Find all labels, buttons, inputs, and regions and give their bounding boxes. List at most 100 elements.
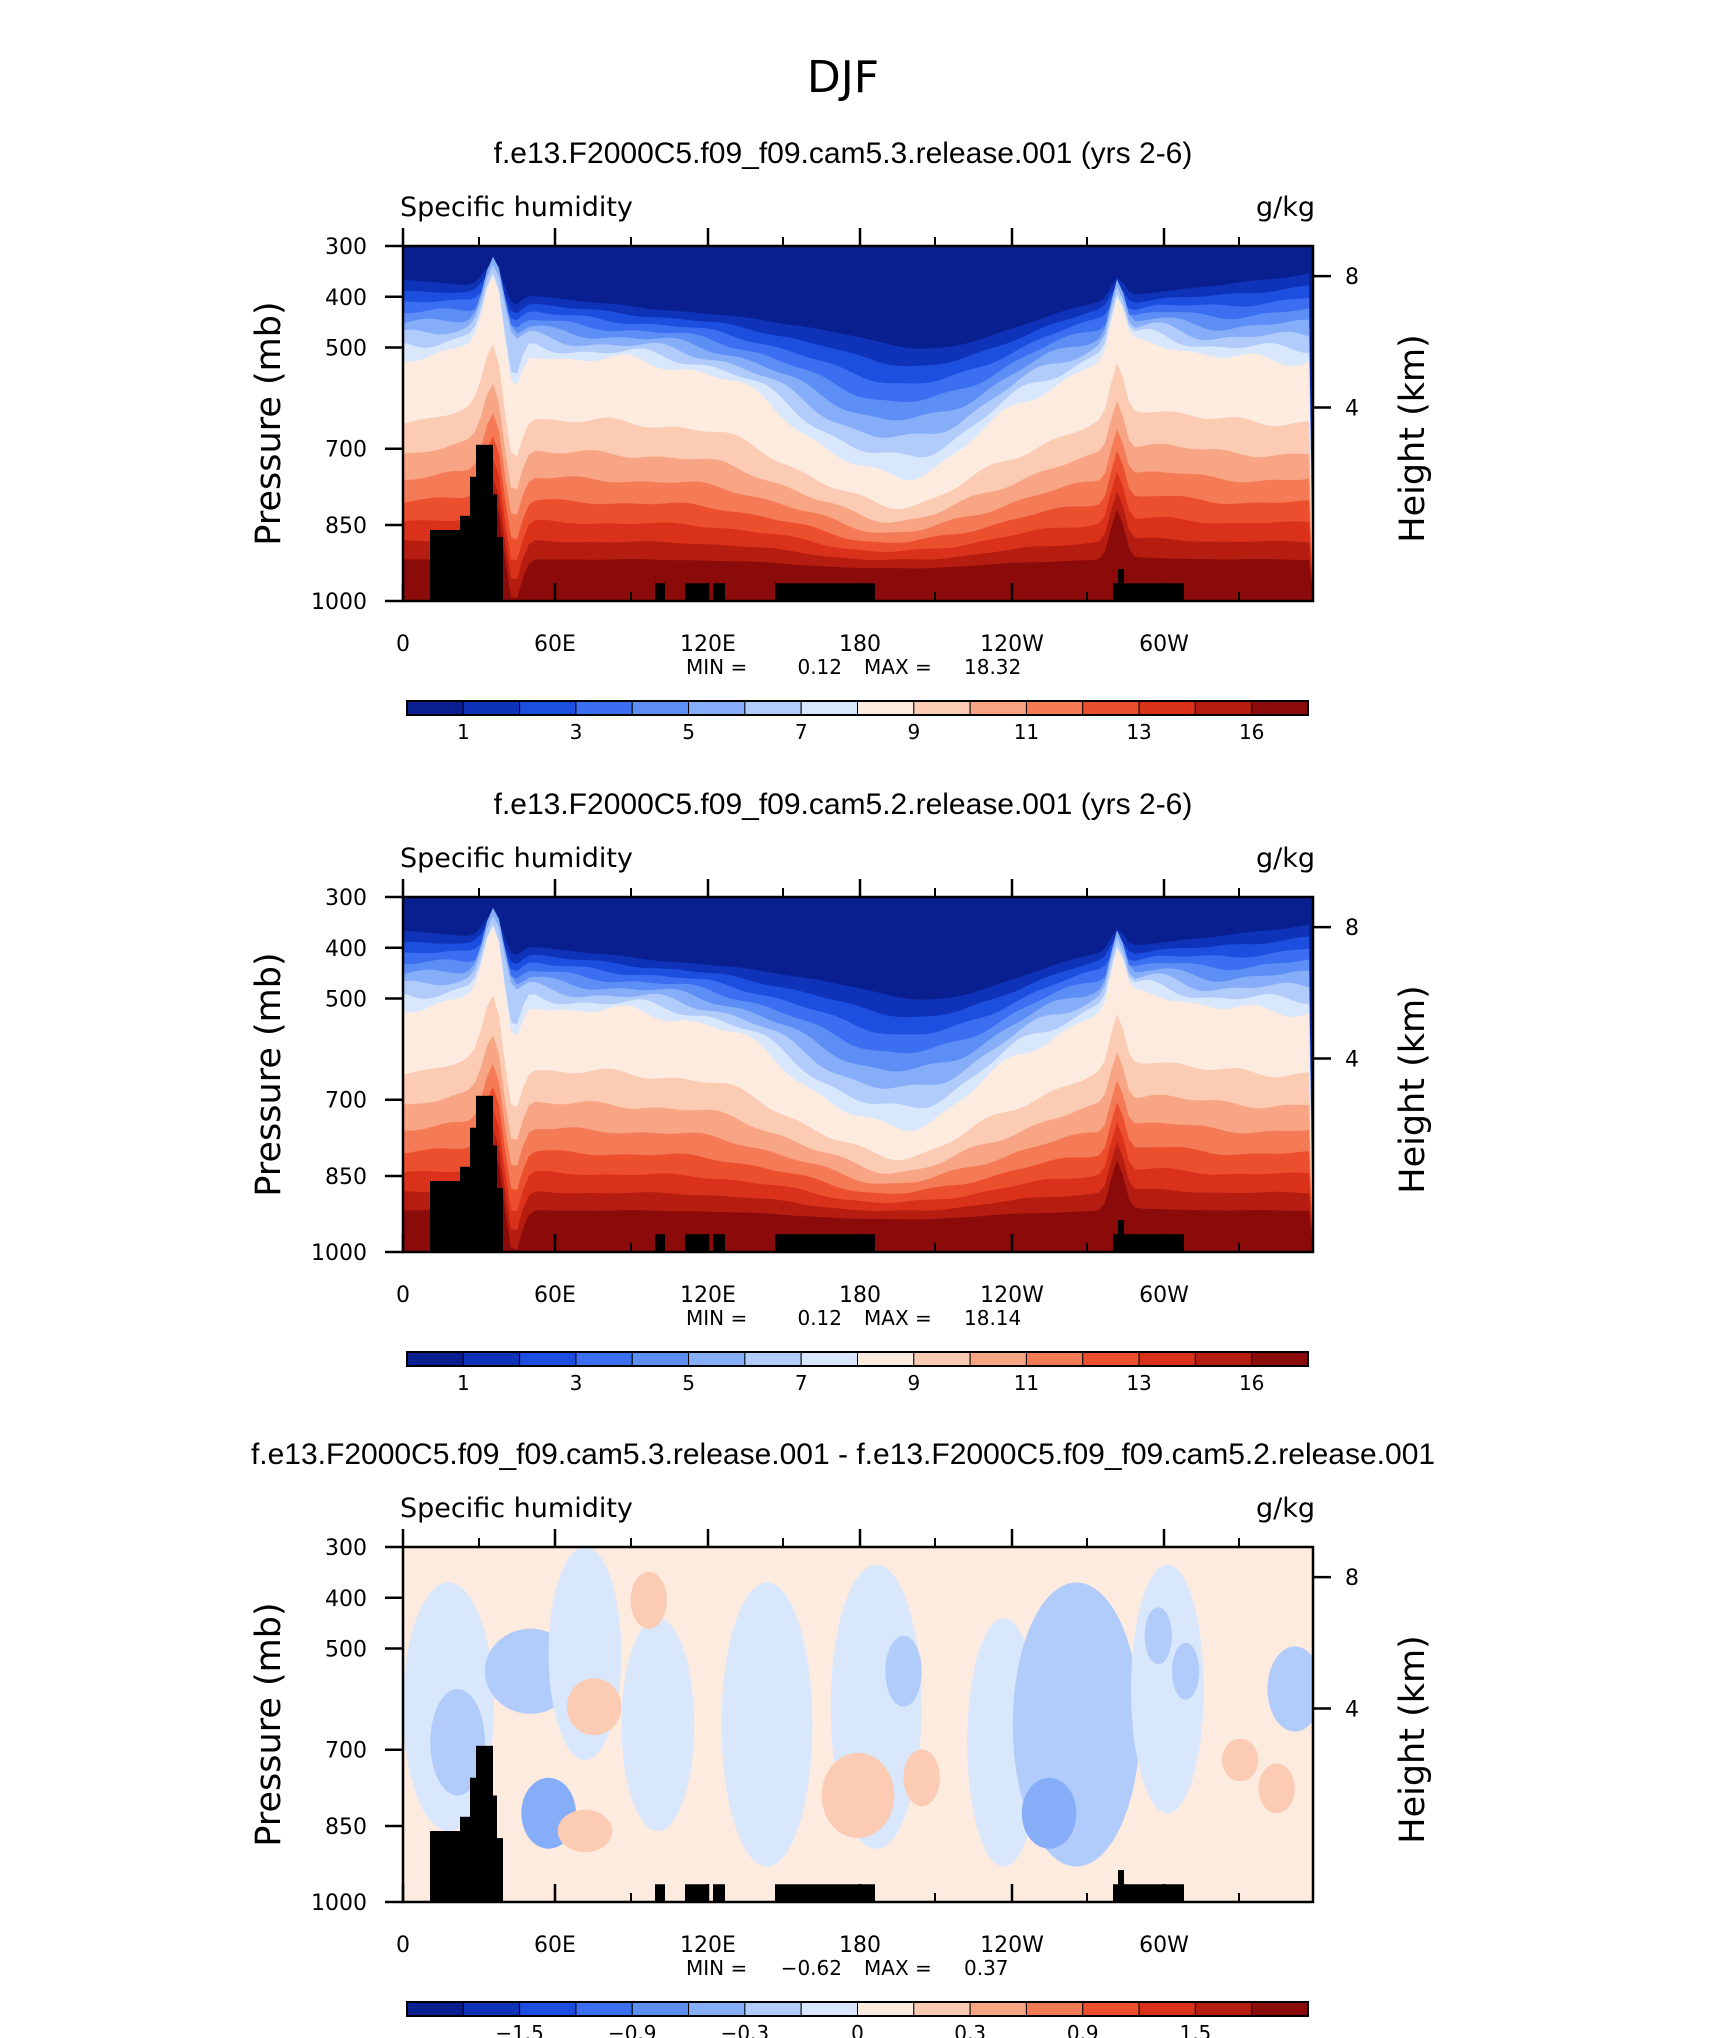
- colorbar-swatch: [1025, 1351, 1084, 1367]
- colorbar-frame: [406, 2001, 1309, 2017]
- colorbar-swatch: [744, 1351, 802, 1367]
- y-tick-label: 1000: [311, 590, 367, 615]
- colorbar-label: 11: [1014, 1371, 1039, 1395]
- terrain-block: [713, 1884, 725, 1902]
- colorbar-label: 5: [682, 720, 695, 744]
- contour-field: [403, 246, 1313, 601]
- terrain-block: [655, 1234, 665, 1252]
- chart-title: f.e13.F2000C5.f09_f09.cam5.2.release.001…: [494, 788, 1193, 821]
- y-right-tick-label: 4: [1345, 397, 1359, 422]
- x-tick-label: 60E: [534, 1933, 576, 1958]
- y-tick-label: 850: [325, 1165, 367, 1190]
- terrain-block: [476, 444, 493, 601]
- min-value: 0.12: [797, 655, 842, 679]
- colorbar-label: −0.3: [721, 2021, 770, 2038]
- y-right-tick-label: 8: [1345, 265, 1359, 290]
- y-tick-label: 1000: [311, 1891, 367, 1916]
- max-value: 0.37: [964, 1956, 1009, 1980]
- y-tick-label: 850: [325, 514, 367, 539]
- plot-frame: [401, 244, 1315, 603]
- contour-band: [430, 1689, 485, 1796]
- colorbar-swatch: [462, 1351, 521, 1367]
- plot-frame: [401, 895, 1315, 1254]
- min-value: 0.12: [797, 1306, 842, 1330]
- terrain-block: [1124, 1234, 1184, 1252]
- colorbar-swatch: [575, 700, 633, 716]
- colorbar-swatch: [1138, 700, 1196, 716]
- colorbar-swatch: [1082, 2001, 1140, 2017]
- chart-panel-3: f.e13.F2000C5.f09_f09.cam5.3.release.001…: [249, 1438, 1435, 2038]
- contour-band: [1222, 1738, 1259, 1782]
- terrain-block: [685, 583, 707, 601]
- colorbar-label: 16: [1239, 720, 1264, 744]
- colorbar-swatch: [462, 2001, 521, 2017]
- colorbar-swatch: [575, 2001, 633, 2017]
- chart-panel-2: f.e13.F2000C5.f09_f09.cam5.2.release.001…: [249, 788, 1433, 1395]
- colorbar-swatch: [462, 700, 521, 716]
- contour-band: [1267, 1646, 1313, 1732]
- terrain-block: [1118, 569, 1124, 601]
- colorbar-label: 11: [1014, 720, 1039, 744]
- terrain-block: [1124, 583, 1184, 601]
- x-tick-label: 120E: [680, 1933, 736, 1958]
- y-right-tick-label: 4: [1345, 1048, 1359, 1073]
- terrain-block: [493, 494, 497, 601]
- terrain-block: [470, 476, 476, 601]
- colorbar-swatch: [857, 700, 915, 716]
- colorbar-swatch: [1082, 700, 1140, 716]
- y-tick-label: 850: [325, 1815, 367, 1840]
- terrain-block: [460, 1816, 470, 1902]
- colorbar-label: 16: [1239, 1371, 1264, 1395]
- colorbar-swatch: [1194, 2001, 1253, 2017]
- colorbar-swatch: [913, 2001, 971, 2017]
- colorbar-swatch: [1082, 1351, 1140, 1367]
- colorbar-label: 1: [457, 1371, 470, 1395]
- terrain-block: [713, 583, 725, 601]
- terrain-block: [497, 1188, 503, 1252]
- colorbar-label: 3: [570, 1371, 583, 1395]
- terrain-block: [430, 1831, 460, 1902]
- colorbar-swatch: [519, 700, 577, 716]
- terrain-block: [476, 1745, 493, 1902]
- colorbar-swatch: [631, 2001, 690, 2017]
- colorbar-swatch: [631, 700, 690, 716]
- colorbar-label: −0.9: [608, 2021, 657, 2038]
- y-right-axis-title: Height (km): [1393, 1635, 1433, 1844]
- terrain-block: [775, 1234, 875, 1252]
- max-label: MAX =: [864, 1956, 932, 1980]
- colorbar-swatch: [857, 1351, 915, 1367]
- colorbar-swatch: [969, 2001, 1027, 2017]
- contour-band: [557, 1809, 613, 1853]
- terrain-block: [655, 583, 665, 601]
- max-label: MAX =: [864, 1306, 932, 1330]
- max-label: MAX =: [864, 655, 932, 679]
- x-tick-label: 0: [396, 632, 410, 657]
- contour-band: [630, 1571, 667, 1629]
- terrain-block: [685, 1234, 707, 1252]
- y-tick-label: 400: [325, 1587, 367, 1612]
- x-tick-label: 60E: [534, 1283, 576, 1308]
- terrain-block: [460, 1166, 470, 1252]
- terrain-block: [470, 1127, 476, 1252]
- colorbar-label: 7: [795, 720, 808, 744]
- contour-band: [1144, 1607, 1172, 1665]
- colorbar-swatch: [688, 700, 746, 716]
- y-right-axis-title: Height (km): [1393, 985, 1433, 1194]
- colorbar-label: 13: [1126, 720, 1151, 744]
- terrain-block: [1118, 1220, 1124, 1252]
- y-tick-label: 300: [325, 235, 367, 260]
- contour-band: [885, 1635, 922, 1707]
- max-value: 18.32: [964, 655, 1021, 679]
- variable-label: Specific humidity: [400, 192, 633, 223]
- units-label: g/kg: [1256, 843, 1315, 874]
- colorbar-swatch: [969, 1351, 1027, 1367]
- chart-title: f.e13.F2000C5.f09_f09.cam5.3.release.001…: [494, 137, 1193, 170]
- y-tick-label: 500: [325, 1638, 367, 1663]
- x-tick-label: 0: [396, 1283, 410, 1308]
- y-right-axis-title: Height (km): [1393, 334, 1433, 543]
- terrain-block: [1118, 1870, 1124, 1902]
- y-tick-label: 500: [325, 337, 367, 362]
- y-tick-label: 300: [325, 886, 367, 911]
- page-title: DJF: [807, 52, 879, 103]
- terrain-block: [1113, 583, 1118, 601]
